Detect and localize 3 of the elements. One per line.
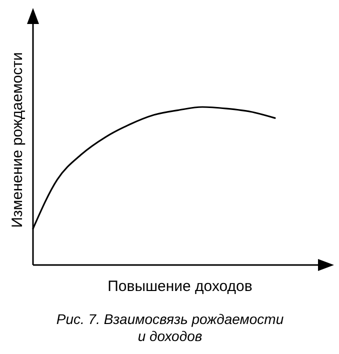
y-axis-title: Изменение рождаемости (9, 52, 26, 228)
text: Рис. 7. Взаимосвязь рождаемости и доходов (56, 311, 284, 344)
x-axis-title: Повышение доходов (108, 278, 252, 295)
